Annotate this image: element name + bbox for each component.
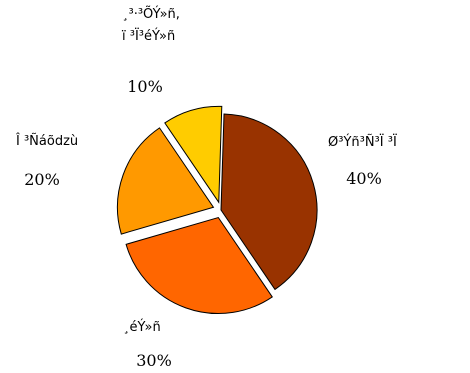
slice-pct-1: 30%	[136, 351, 172, 370]
pie-slice-0	[220, 113, 318, 291]
slice-label-0-line-0: Ø³Ýñ³Ñ³Ï ³Ï	[328, 134, 397, 150]
slice-pct-0: 40%	[346, 169, 382, 188]
pie-slice-2	[117, 127, 215, 235]
slice-label-3-line-1: ï ³Ï³éÝ»ñ	[121, 28, 175, 44]
pie-slice-1	[125, 216, 273, 315]
pie-slices	[117, 105, 318, 315]
slice-pct-3: 10%	[127, 77, 163, 96]
slice-label-1-line-0: ¸éÝ»ñ	[123, 319, 161, 335]
slice-pct-2: 20%	[24, 170, 60, 189]
slice-label-2-line-0: Î ³Ñáõdzù	[15, 133, 78, 149]
slice-label-3-line-0: ¸³·³ÕÝ»ñ,	[122, 6, 180, 22]
pie-slice-3	[164, 105, 223, 204]
